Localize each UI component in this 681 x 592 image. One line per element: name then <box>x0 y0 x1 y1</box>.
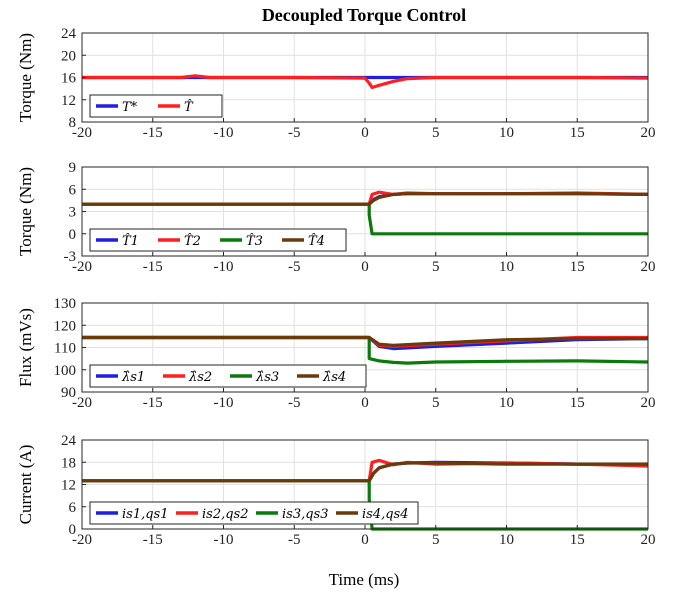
legend-label: λ̂s3 <box>255 370 279 385</box>
x-tick-label: 20 <box>641 259 656 275</box>
x-tick-label: -20 <box>72 532 92 548</box>
x-tick-label: -5 <box>288 125 301 141</box>
legend-label: T̂4 <box>308 233 325 249</box>
series-line-2 <box>82 74 649 90</box>
x-tick-label: 5 <box>432 259 440 275</box>
x-tick-label: 10 <box>499 532 514 548</box>
x-tick-label: 0 <box>361 395 369 411</box>
x-axis-label: Time (ms) <box>329 570 400 589</box>
legend-label: λ̂s1 <box>121 370 145 385</box>
y-tick-label: 110 <box>54 341 76 357</box>
x-tick-label: 15 <box>570 395 585 411</box>
x-tick-label: -5 <box>288 395 301 411</box>
y-tick-label: 9 <box>69 160 77 176</box>
x-tick-label: -5 <box>288 532 301 548</box>
legend-label: λ̂s4 <box>322 370 346 385</box>
x-tick-label: -20 <box>72 395 92 411</box>
x-tick-label: 10 <box>499 125 514 141</box>
x-tick-label: -10 <box>214 395 234 411</box>
chart-panel-1: -20 -15 -10 -5 0 5 10 15 20 8 12 16 20 24 Torque (Nm) T… <box>16 26 656 141</box>
legend-label: T̂ <box>184 99 194 115</box>
y-tick-label: 90 <box>61 385 76 401</box>
x-tick-label: -15 <box>143 395 163 411</box>
x-tick-label: 15 <box>570 532 585 548</box>
x-tick-label: 20 <box>641 395 656 411</box>
x-tick-label: -20 <box>72 259 92 275</box>
legend: λ̂s1 λ̂s2 λ̂s3 λ̂s4 <box>89 364 367 388</box>
y-tick-label: 6 <box>69 182 77 198</box>
y-tick-label: 0 <box>69 522 77 538</box>
x-tick-label: 10 <box>499 259 514 275</box>
legend: is1,qs1 is2,qs2 is3,qs3 is4,qs4 <box>89 501 419 525</box>
x-tick-label: 5 <box>432 395 440 411</box>
legend-label: T̂1 <box>122 233 139 249</box>
x-tick-label: -5 <box>288 259 301 275</box>
x-tick-label: 20 <box>641 125 656 141</box>
y-tick-label: 16 <box>61 71 77 87</box>
x-tick-label: -15 <box>143 125 163 141</box>
legend-label: is1,qs1 <box>122 507 169 522</box>
y-tick-label: 3 <box>69 205 77 221</box>
y-tick-label: 8 <box>69 115 77 131</box>
legend-label: λ̂s2 <box>188 370 212 385</box>
y-tick-label: 24 <box>61 26 77 42</box>
legend-label: T̂3 <box>246 233 263 249</box>
y-axis-label: Torque (Nm) <box>16 33 35 122</box>
y-axis-label: Torque (Nm) <box>16 167 35 256</box>
series-line-3 <box>82 335 649 365</box>
x-tick-label: 15 <box>570 125 585 141</box>
y-tick-label: 12 <box>61 478 76 494</box>
legend: T̂1 T̂2 T̂3 T̂4 <box>89 228 347 252</box>
x-tick-label: -10 <box>214 259 234 275</box>
y-tick-label: 130 <box>54 296 77 312</box>
y-tick-label: 12 <box>61 93 76 109</box>
x-tick-label: 0 <box>361 125 369 141</box>
legend-box <box>89 228 347 252</box>
legend-box <box>89 94 223 118</box>
y-tick-label: 20 <box>61 48 76 64</box>
y-tick-label: 18 <box>61 455 76 471</box>
y-tick-label: -3 <box>64 249 77 265</box>
legend-box <box>89 501 419 525</box>
x-tick-label: -10 <box>214 125 234 141</box>
y-tick-label: 24 <box>61 433 77 449</box>
y-tick-label: 100 <box>54 363 77 379</box>
legend: T* T̂ <box>89 94 223 118</box>
figure-title: Decoupled Torque Control <box>262 5 466 25</box>
x-tick-label: 0 <box>361 532 369 548</box>
x-tick-label: 5 <box>432 125 440 141</box>
panels: -20 -15 -10 -5 0 5 10 15 20 8 12 16 20 24 Torque (Nm) T… <box>16 26 656 548</box>
y-tick-label: 6 <box>69 500 77 516</box>
legend-label: is4,qs4 <box>362 507 409 522</box>
legend-label: T̂2 <box>184 233 201 249</box>
x-tick-label: -20 <box>72 125 92 141</box>
x-tick-label: 10 <box>499 395 514 411</box>
legend-label: is3,qs3 <box>282 507 329 522</box>
series-line-4 <box>82 461 648 483</box>
x-tick-label: 15 <box>570 259 585 275</box>
chart-panel-4: -20 -15 -10 -5 0 5 10 15 20 0 6 12 18 24 Current (A) is… <box>16 433 656 548</box>
x-tick-label: 0 <box>361 259 369 275</box>
series-line-4 <box>82 335 648 347</box>
x-tick-label: -15 <box>143 532 163 548</box>
y-axis-label: Flux (mVs) <box>16 308 35 387</box>
x-tick-label: 5 <box>432 532 440 548</box>
x-tick-label: -15 <box>143 259 163 275</box>
legend-box <box>89 364 367 388</box>
legend-label: T* <box>122 100 138 115</box>
y-tick-label: 0 <box>69 227 77 243</box>
y-axis-label: Current (A) <box>16 445 35 525</box>
x-tick-label: 20 <box>641 532 656 548</box>
series-line-4 <box>82 192 649 206</box>
legend-label: is2,qs2 <box>202 507 249 522</box>
y-tick-label: 120 <box>54 318 77 334</box>
x-tick-label: -10 <box>214 532 234 548</box>
chart-panel-3: -20 -15 -10 -5 0 5 10 15 20 90 100 110 120 130 Flux (m… <box>16 296 656 411</box>
